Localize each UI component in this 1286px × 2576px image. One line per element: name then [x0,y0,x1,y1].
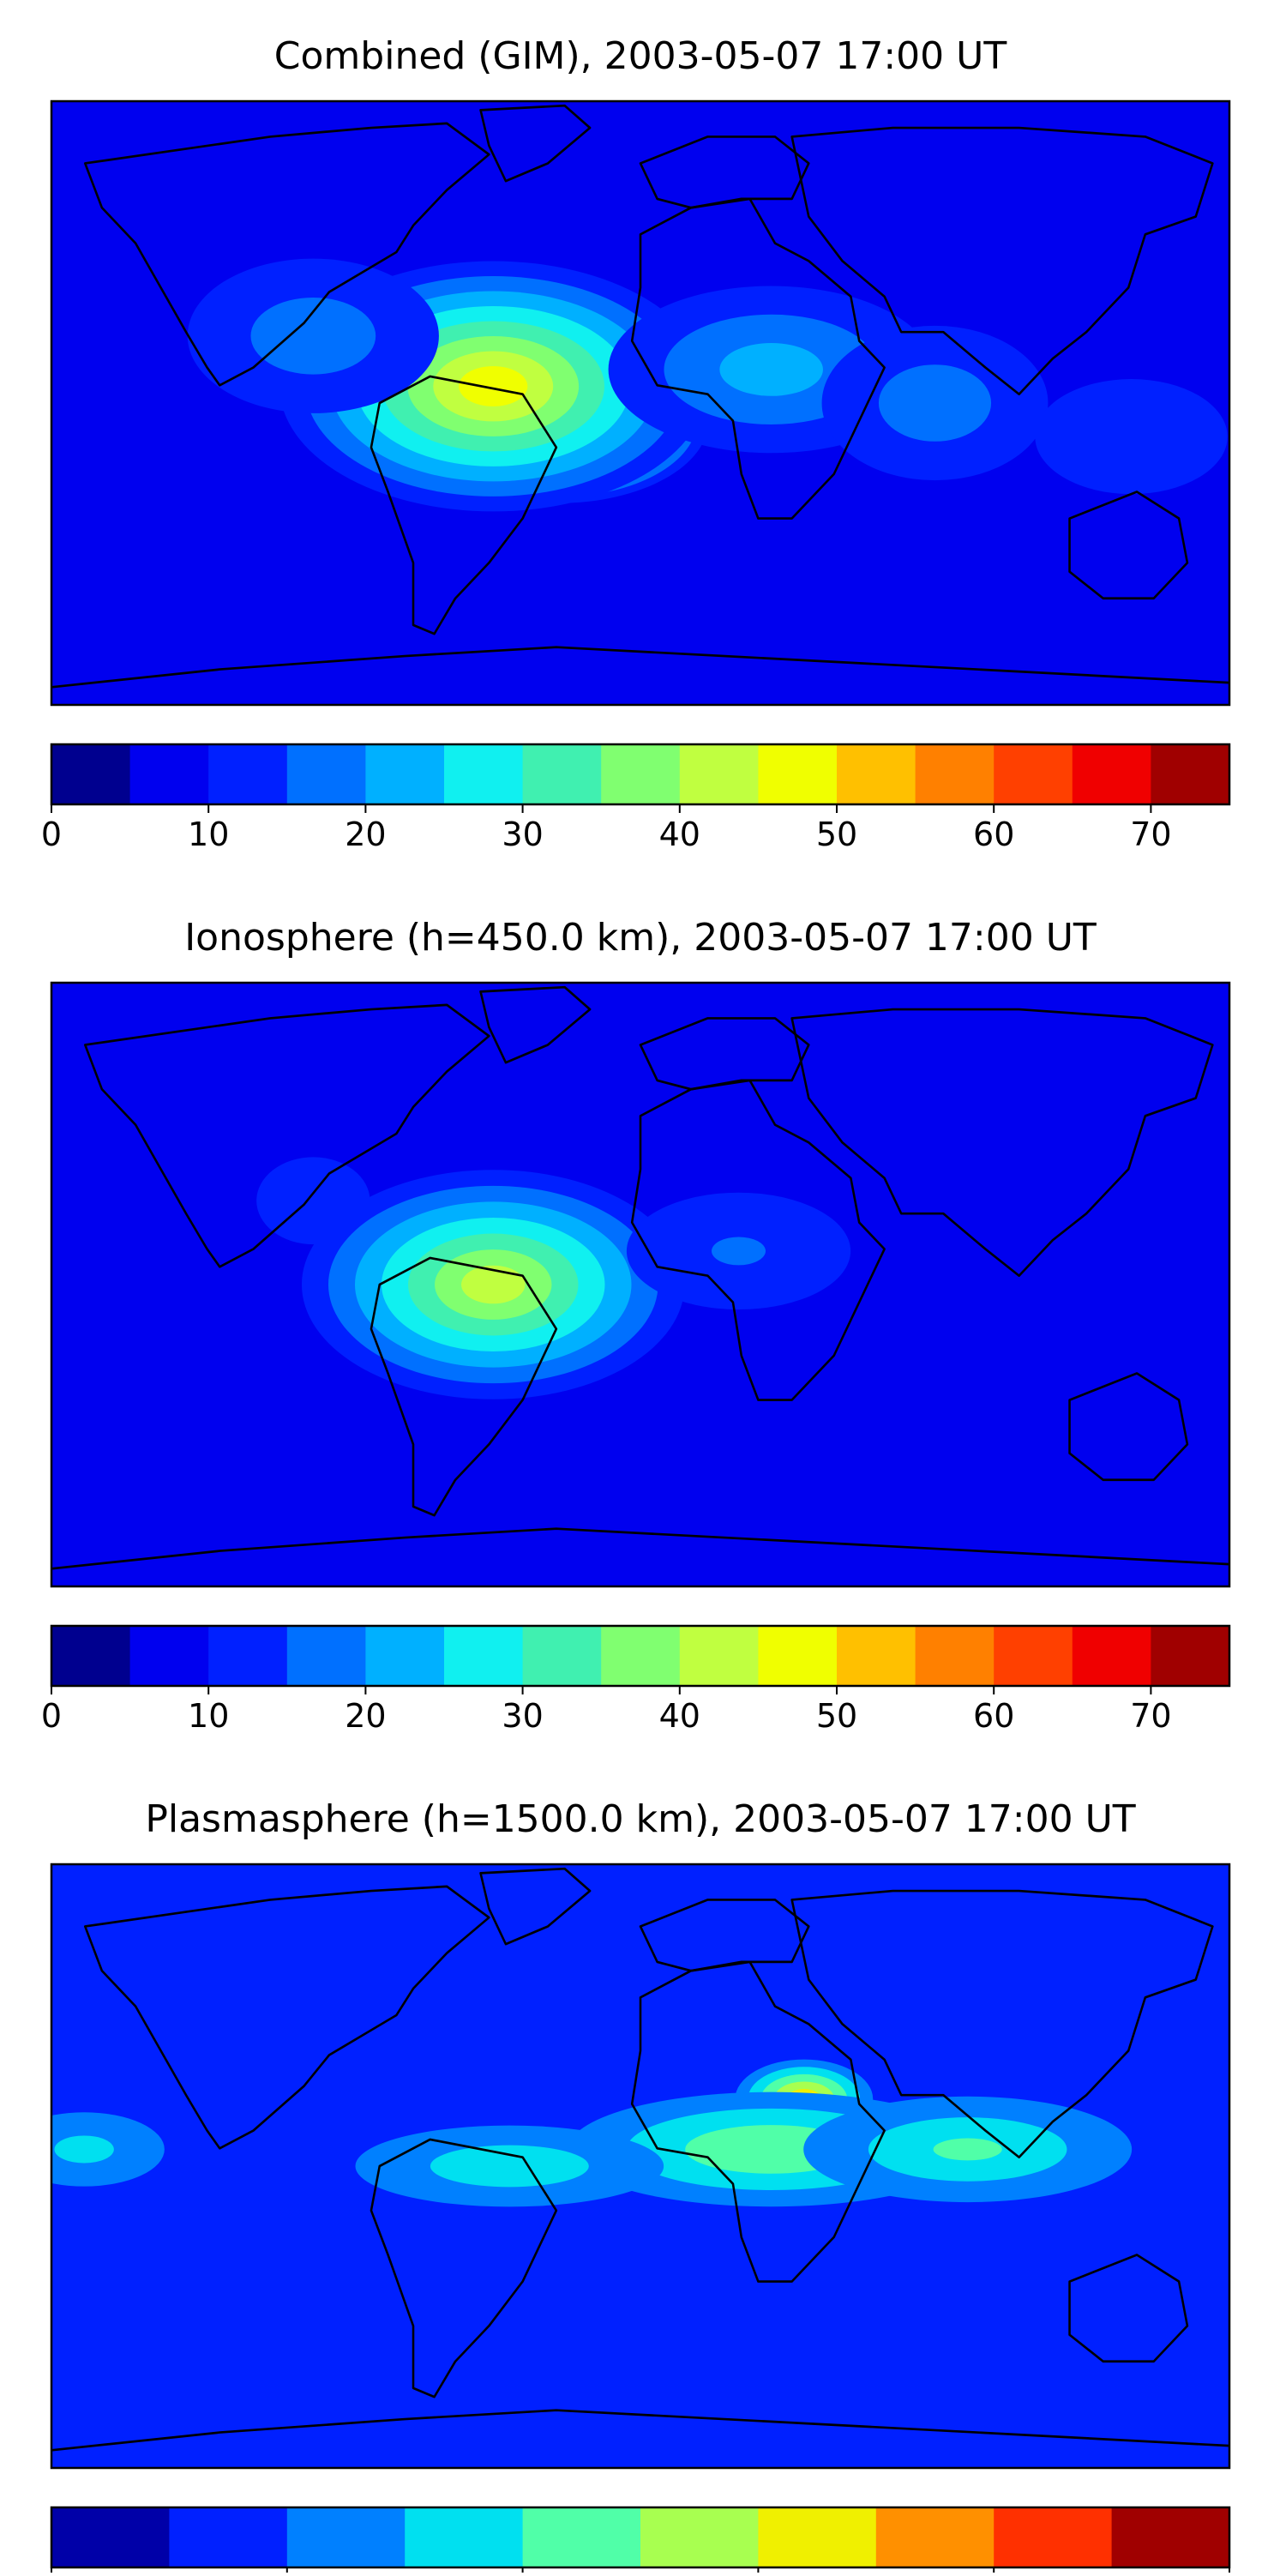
colorbar-segment [758,2507,877,2567]
colorbar-segment [994,2507,1113,2567]
map-frame [50,981,1231,1588]
colorbar-segment [365,1626,445,1686]
colorbar-segment [1072,744,1151,804]
map-frame [50,99,1231,707]
contour-level [1035,379,1228,495]
panel-2: Ionosphere (h=450.0 km), 2003-05-07 17:0… [41,916,1231,1735]
colorbar-tick-label: 0 [41,1697,62,1735]
map-field [51,101,1229,705]
colorbar-segment [994,1626,1073,1686]
colorbar: 0 10 20 30 40 50 60 70 [41,743,1231,853]
colorbar-segment [169,2507,288,2567]
colorbar-segment [679,744,759,804]
colorbar-segment [758,744,838,804]
map-field [51,1864,1229,2468]
colorbar-tick-label: 10 [188,1697,229,1735]
colorbar-segment [208,744,288,804]
panel-title: Ionosphere (h=450.0 km), 2003-05-07 17:0… [184,916,1097,960]
colorbar-segment [129,1626,209,1686]
colorbar-frame [50,743,1231,806]
colorbar-segment [286,744,366,804]
contour-level [933,2138,1002,2161]
colorbar-segment [1111,2507,1230,2567]
colorbar-tick-label: 50 [816,816,857,853]
colorbar-segment [1151,744,1230,804]
colorbar-segment [601,744,681,804]
colorbar-tick-label: 40 [659,816,700,853]
colorbar-tick-label: 30 [502,816,543,853]
colorbar-segment [522,2507,641,2567]
colorbar-tick-label: 0 [41,816,62,853]
map-frame [50,1863,1231,2470]
panel-title: Plasmasphere (h=1500.0 km), 2003-05-07 1… [145,1797,1135,1841]
colorbar-frame [50,2506,1231,2569]
colorbar-tick-label: 20 [345,816,386,853]
contour-level [459,365,528,406]
colorbar: 0510152025 [50,2506,1231,2576]
colorbar-segment [286,2507,406,2567]
colorbar: 0 10 20 30 40 50 60 70 [41,1624,1231,1735]
contour-level [712,1237,766,1266]
contour-level [461,1265,526,1304]
colorbar-tick-label: 30 [502,1697,543,1735]
contour-level [54,2135,114,2164]
colorbar-segment [758,1626,838,1686]
contour-level [250,297,376,375]
colorbar-tick-label: 70 [1130,1697,1171,1735]
colorbar-segment [444,1626,524,1686]
colorbar-segment [129,744,209,804]
panel-title: Combined (GIM), 2003-05-07 17:00 UT [274,34,1007,78]
contour-level [430,2145,589,2188]
colorbar-segment [51,1626,131,1686]
contour-level [878,364,992,442]
panel-3: Plasmasphere (h=1500.0 km), 2003-05-07 1… [50,1797,1231,2576]
colorbar-segment [51,2507,170,2567]
panel-1: Combined (GIM), 2003-05-07 17:00 UT 0 10 20… [41,34,1231,853]
colorbar-segment [365,744,445,804]
colorbar-segment [875,2507,995,2567]
colorbar-segment [837,744,916,804]
colorbar-segment [1072,1626,1151,1686]
map-field [51,983,1229,1586]
colorbar-segment [522,744,602,804]
colorbar-segment [522,1626,602,1686]
contour-level [719,342,823,396]
colorbar-tick-label: 10 [188,816,229,853]
colorbar-segment [444,744,524,804]
colorbar-segment [208,1626,288,1686]
colorbar-segment [601,1626,681,1686]
colorbar-tick-label: 70 [1130,816,1171,853]
colorbar-tick-label: 50 [816,1697,857,1735]
colorbar-segment [679,1626,759,1686]
colorbar-segment [837,1626,916,1686]
colorbar-segment [286,1626,366,1686]
colorbar-frame [50,1624,1231,1688]
colorbar-segment [994,744,1073,804]
colorbar-segment [915,744,995,804]
colorbar-tick-label: 60 [973,816,1014,853]
colorbar-tick-label: 20 [345,1697,386,1735]
colorbar-segment [1151,1626,1230,1686]
colorbar-tick-label: 60 [973,1697,1014,1735]
colorbar-segment [915,1626,995,1686]
colorbar-segment [51,744,131,804]
colorbar-segment [640,2507,759,2567]
colorbar-segment [405,2507,524,2567]
colorbar-tick-label: 40 [659,1697,700,1735]
